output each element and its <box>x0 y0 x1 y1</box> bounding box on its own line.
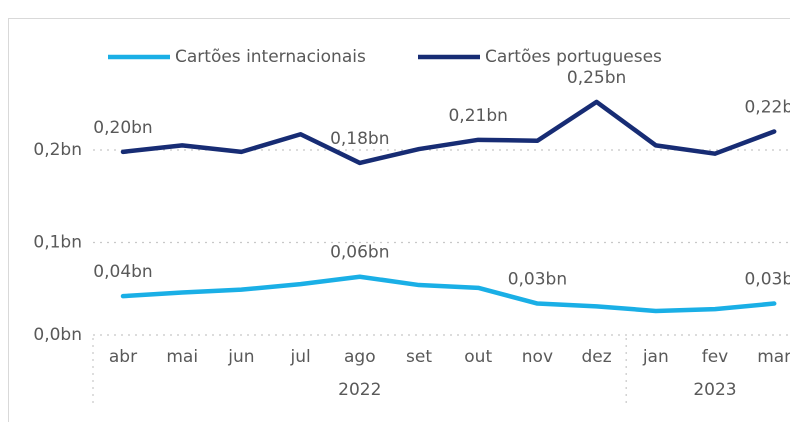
x-tick-label: fev <box>702 347 729 367</box>
series-line <box>120 274 777 314</box>
data-label: 0,06bn <box>330 243 389 263</box>
legend-label: Cartões internacionais <box>175 47 366 67</box>
data-label: 0,03bn <box>744 270 790 290</box>
x-tick-label: ago <box>344 347 376 367</box>
data-label: 0,18bn <box>330 129 389 149</box>
y-tick-label: 0,1bn <box>33 233 82 253</box>
data-label: 0,20bn <box>93 118 152 138</box>
data-label: 0,22bn <box>744 98 790 118</box>
x-tick-label: mai <box>166 347 198 367</box>
series-line <box>120 99 777 166</box>
y-tick-label: 0,2bn <box>33 140 82 160</box>
x-tick-label: jun <box>227 347 254 367</box>
x-tick-label: mar <box>757 347 790 367</box>
data-label: 0,25bn <box>567 68 626 88</box>
x-tick-label: nov <box>522 347 553 367</box>
group-label: 2023 <box>693 380 736 400</box>
x-tick-label: dez <box>582 347 612 367</box>
data-label: 0,03bn <box>508 270 567 290</box>
group-label: 2022 <box>338 380 381 400</box>
y-tick-label: 0,0bn <box>33 325 82 345</box>
x-tick-label: jan <box>642 347 669 367</box>
x-tick-label: out <box>464 347 492 367</box>
data-label: 0,21bn <box>448 106 507 126</box>
legend-label: Cartões portugueses <box>485 47 662 67</box>
x-tick-label: set <box>406 347 432 367</box>
data-label: 0,04bn <box>93 262 152 282</box>
x-tick-label: abr <box>109 347 137 367</box>
x-tick-label: jul <box>289 347 310 367</box>
